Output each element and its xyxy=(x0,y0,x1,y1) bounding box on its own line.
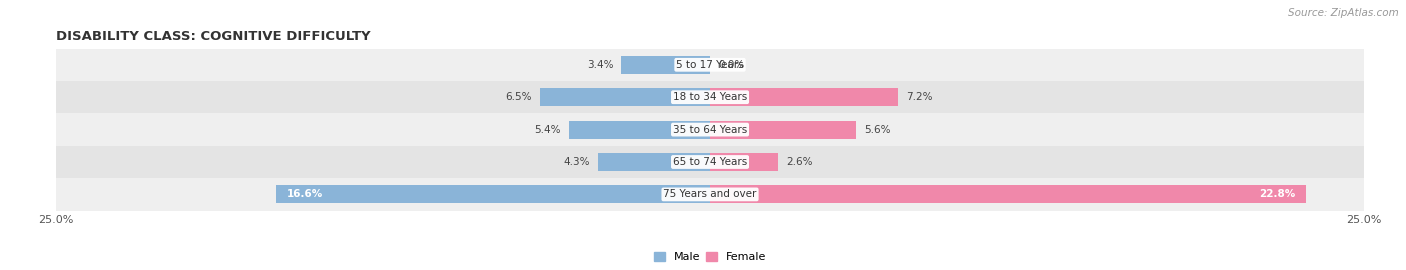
Bar xyxy=(56,178,1364,211)
Text: Source: ZipAtlas.com: Source: ZipAtlas.com xyxy=(1288,8,1399,18)
Bar xyxy=(276,185,710,203)
Text: 0.0%: 0.0% xyxy=(718,60,744,70)
Bar xyxy=(710,153,778,171)
Bar xyxy=(598,153,710,171)
Bar xyxy=(621,56,710,74)
Text: 22.8%: 22.8% xyxy=(1260,189,1296,200)
Text: 2.6%: 2.6% xyxy=(786,157,813,167)
Text: 75 Years and over: 75 Years and over xyxy=(664,189,756,200)
Text: DISABILITY CLASS: COGNITIVE DIFFICULTY: DISABILITY CLASS: COGNITIVE DIFFICULTY xyxy=(56,30,371,43)
Bar xyxy=(56,113,1364,146)
Bar xyxy=(710,185,1306,203)
Text: 5.4%: 5.4% xyxy=(534,124,561,135)
Bar xyxy=(710,88,898,106)
Bar xyxy=(56,81,1364,113)
Text: 7.2%: 7.2% xyxy=(905,92,932,102)
Text: 6.5%: 6.5% xyxy=(506,92,533,102)
Bar xyxy=(710,121,856,139)
Text: 4.3%: 4.3% xyxy=(564,157,589,167)
Text: 3.4%: 3.4% xyxy=(586,60,613,70)
Text: 16.6%: 16.6% xyxy=(287,189,322,200)
Bar xyxy=(56,146,1364,178)
Bar xyxy=(56,49,1364,81)
Bar xyxy=(569,121,710,139)
Text: 65 to 74 Years: 65 to 74 Years xyxy=(673,157,747,167)
Text: 35 to 64 Years: 35 to 64 Years xyxy=(673,124,747,135)
Text: 5 to 17 Years: 5 to 17 Years xyxy=(676,60,744,70)
Bar xyxy=(540,88,710,106)
Text: 18 to 34 Years: 18 to 34 Years xyxy=(673,92,747,102)
Text: 5.6%: 5.6% xyxy=(865,124,891,135)
Legend: Male, Female: Male, Female xyxy=(650,247,770,266)
